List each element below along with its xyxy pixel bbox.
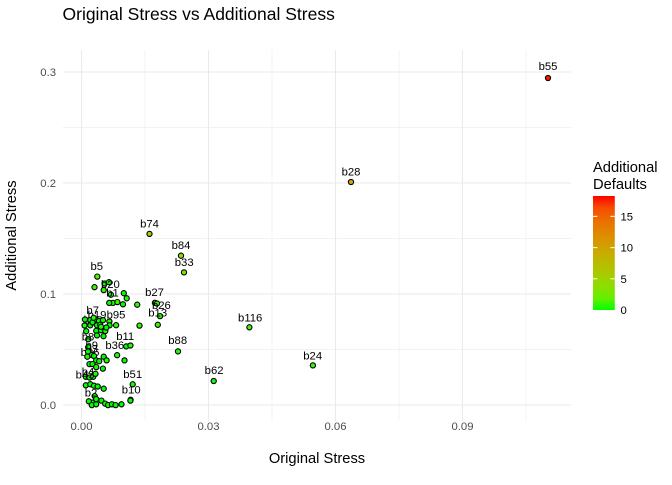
svg-text:b7: b7 xyxy=(86,305,99,317)
svg-text:Original Stress: Original Stress xyxy=(269,451,365,467)
svg-text:b26: b26 xyxy=(152,300,171,312)
svg-text:b20: b20 xyxy=(101,279,120,291)
svg-text:b55: b55 xyxy=(539,61,558,73)
svg-text:5: 5 xyxy=(621,274,627,286)
svg-text:0.09: 0.09 xyxy=(452,421,474,433)
svg-text:0.1: 0.1 xyxy=(40,289,56,301)
svg-text:10: 10 xyxy=(621,243,634,255)
svg-text:b84: b84 xyxy=(172,240,191,252)
svg-text:0.2: 0.2 xyxy=(40,178,56,190)
svg-text:Additional: Additional xyxy=(593,160,658,176)
svg-text:b43: b43 xyxy=(76,370,95,382)
svg-text:b24: b24 xyxy=(303,351,322,363)
svg-text:b62: b62 xyxy=(205,365,224,377)
svg-text:b51: b51 xyxy=(123,369,142,381)
svg-text:0: 0 xyxy=(621,305,627,317)
svg-text:b10: b10 xyxy=(122,384,141,396)
svg-text:0.06: 0.06 xyxy=(325,421,347,433)
svg-text:15: 15 xyxy=(621,211,634,223)
svg-text:b116: b116 xyxy=(238,313,262,325)
svg-text:b1: b1 xyxy=(106,287,119,299)
svg-text:0.00: 0.00 xyxy=(71,421,93,433)
svg-text:0.3: 0.3 xyxy=(40,67,56,79)
svg-text:Defaults: Defaults xyxy=(593,177,647,193)
svg-text:0.03: 0.03 xyxy=(198,421,220,433)
svg-text:b8: b8 xyxy=(82,332,95,344)
svg-text:b2: b2 xyxy=(85,387,98,399)
svg-text:0.0: 0.0 xyxy=(40,400,56,412)
svg-text:b33: b33 xyxy=(175,257,194,269)
svg-text:Additional Stress: Additional Stress xyxy=(4,180,20,290)
svg-text:b9: b9 xyxy=(86,340,99,352)
svg-text:b5: b5 xyxy=(91,261,104,273)
svg-text:Original Stress vs Additional: Original Stress vs Additional Stress xyxy=(63,4,336,24)
svg-text:b28: b28 xyxy=(342,166,361,178)
svg-text:b95: b95 xyxy=(107,310,126,322)
svg-text:b13: b13 xyxy=(148,308,167,320)
svg-text:b74: b74 xyxy=(140,218,159,230)
svg-text:b27: b27 xyxy=(145,287,164,299)
svg-text:b36: b36 xyxy=(105,340,124,352)
svg-text:b11: b11 xyxy=(116,331,134,343)
svg-text:b88: b88 xyxy=(168,335,187,347)
